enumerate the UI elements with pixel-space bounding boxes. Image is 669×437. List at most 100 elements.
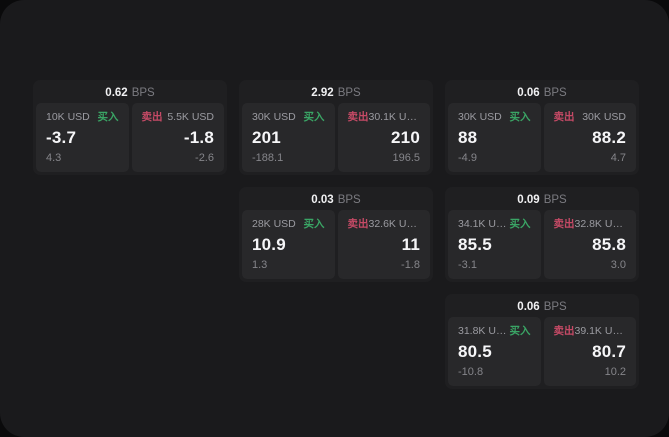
sell-amount: 5.5K USD <box>167 111 214 123</box>
buy-label: 买入 <box>509 325 531 337</box>
quote-panels: 30K USD 买入 88 -4.9 卖出 30K USD 88.2 4.7 <box>448 103 636 172</box>
sell-amount: 30.1K USD <box>368 111 421 123</box>
bps-value: 0.06 <box>517 301 540 313</box>
bps-value: 0.03 <box>311 194 334 206</box>
sell-delta: 196.5 <box>392 152 420 164</box>
buy-delta: -188.1 <box>252 152 284 164</box>
bps-unit-label: BPS <box>337 87 361 99</box>
buy-price: 85.5 <box>458 235 492 254</box>
buy-top-row: 10K USD 买入 <box>46 111 119 123</box>
bps-header: 0.03 BPS <box>242 190 430 210</box>
buy-price: 88 <box>458 128 478 147</box>
sell-delta: 10.2 <box>604 366 626 378</box>
buy-label: 买入 <box>509 218 531 230</box>
sell-price: 210 <box>391 128 420 147</box>
sell-amount: 32.8K USD <box>574 218 627 230</box>
buy-amount: 30K USD <box>458 111 502 123</box>
buy-delta: -4.9 <box>458 152 477 164</box>
buy-top-row: 34.1K USD 买入 <box>458 218 531 230</box>
buy-panel[interactable]: 30K USD 买入 88 -4.9 <box>448 103 541 172</box>
sell-delta: -1.8 <box>401 259 420 271</box>
bps-unit-label: BPS <box>131 87 155 99</box>
sell-label: 卖出 <box>553 325 575 337</box>
sell-panel[interactable]: 卖出 5.5K USD -1.8 -2.6 <box>131 103 224 172</box>
quote-panels: 31.8K USD 买入 80.5 -10.8 卖出 39.1K USD 80.… <box>448 317 636 386</box>
quote-panels: 28K USD 买入 10.9 1.3 卖出 32.6K USD 11 -1.8 <box>242 210 430 279</box>
buy-top-row: 30K USD 买入 <box>458 111 531 123</box>
sell-price: 88.2 <box>592 128 626 147</box>
sell-top-row: 卖出 5.5K USD <box>142 111 215 123</box>
sell-top-row: 卖出 39.1K USD <box>554 325 627 337</box>
bps-header: 0.62 BPS <box>36 83 224 103</box>
quote-panels: 34.1K USD 买入 85.5 -3.1 卖出 32.8K USD 85.8… <box>448 210 636 279</box>
sell-panel[interactable]: 卖出 39.1K USD 80.7 10.2 <box>543 317 636 386</box>
quote-cards-grid: 0.62 BPS 10K USD 买入 -3.7 4.3 卖出 5.5K USD <box>33 80 639 389</box>
buy-label: 买入 <box>97 111 119 123</box>
quote-card-3: 0.03 BPS 28K USD 买入 10.9 1.3 卖出 32.6K US… <box>239 187 433 282</box>
buy-panel[interactable]: 31.8K USD 买入 80.5 -10.8 <box>448 317 541 386</box>
quote-card-4: 0.09 BPS 34.1K USD 买入 85.5 -3.1 卖出 32.8K… <box>445 187 639 282</box>
sell-label: 卖出 <box>347 218 369 230</box>
sell-top-row: 卖出 30K USD <box>554 111 627 123</box>
buy-amount: 34.1K USD <box>458 218 510 230</box>
sell-panel[interactable]: 卖出 32.8K USD 85.8 3.0 <box>543 210 636 279</box>
buy-label: 买入 <box>303 111 325 123</box>
sell-label: 卖出 <box>553 218 575 230</box>
sell-amount: 32.6K USD <box>368 218 421 230</box>
quote-card-0: 0.62 BPS 10K USD 买入 -3.7 4.3 卖出 5.5K USD <box>33 80 227 175</box>
bps-unit-label: BPS <box>543 301 567 313</box>
quote-card-1: 2.92 BPS 30K USD 买入 201 -188.1 卖出 30.1K … <box>239 80 433 175</box>
buy-label: 买入 <box>303 218 325 230</box>
buy-panel[interactable]: 10K USD 买入 -3.7 4.3 <box>36 103 129 172</box>
buy-label: 买入 <box>509 111 531 123</box>
sell-panel[interactable]: 卖出 32.6K USD 11 -1.8 <box>337 210 430 279</box>
sell-price: 85.8 <box>592 235 626 254</box>
bps-value: 0.06 <box>517 87 540 99</box>
sell-delta: 3.0 <box>610 259 626 271</box>
buy-top-row: 31.8K USD 买入 <box>458 325 531 337</box>
sell-delta: 4.7 <box>610 152 626 164</box>
buy-price: 10.9 <box>252 235 286 254</box>
sell-top-row: 卖出 30.1K USD <box>348 111 421 123</box>
sell-label: 卖出 <box>347 111 369 123</box>
bps-value: 0.09 <box>517 194 540 206</box>
bps-value: 2.92 <box>311 87 334 99</box>
buy-delta: -3.1 <box>458 259 477 271</box>
sell-label: 卖出 <box>141 111 163 123</box>
sell-top-row: 卖出 32.8K USD <box>554 218 627 230</box>
buy-top-row: 28K USD 买入 <box>252 218 325 230</box>
buy-delta: -10.8 <box>458 366 484 378</box>
buy-price: 80.5 <box>458 342 492 361</box>
buy-panel[interactable]: 34.1K USD 买入 85.5 -3.1 <box>448 210 541 279</box>
sell-price: 11 <box>401 235 420 254</box>
buy-panel[interactable]: 28K USD 买入 10.9 1.3 <box>242 210 335 279</box>
bps-header: 0.06 BPS <box>448 83 636 103</box>
buy-delta: 1.3 <box>252 259 268 271</box>
sell-price: 80.7 <box>592 342 626 361</box>
buy-amount: 10K USD <box>46 111 90 123</box>
sell-amount: 39.1K USD <box>574 325 627 337</box>
bps-header: 2.92 BPS <box>242 83 430 103</box>
quote-card-2: 0.06 BPS 30K USD 买入 88 -4.9 卖出 30K USD <box>445 80 639 175</box>
bps-unit-label: BPS <box>543 87 567 99</box>
buy-panel[interactable]: 30K USD 买入 201 -188.1 <box>242 103 335 172</box>
bps-unit-label: BPS <box>337 194 361 206</box>
bps-header: 0.06 BPS <box>448 297 636 317</box>
quote-panels: 30K USD 买入 201 -188.1 卖出 30.1K USD 210 1… <box>242 103 430 172</box>
quote-panels: 10K USD 买入 -3.7 4.3 卖出 5.5K USD -1.8 -2.… <box>36 103 224 172</box>
buy-price: -3.7 <box>46 128 77 147</box>
sell-panel[interactable]: 卖出 30.1K USD 210 196.5 <box>337 103 430 172</box>
sell-label: 卖出 <box>553 111 575 123</box>
sell-delta: -2.6 <box>195 152 214 164</box>
sell-panel[interactable]: 卖出 30K USD 88.2 4.7 <box>543 103 636 172</box>
bps-header: 0.09 BPS <box>448 190 636 210</box>
sell-price: -1.8 <box>183 128 214 147</box>
buy-delta: 4.3 <box>46 152 62 164</box>
buy-top-row: 30K USD 买入 <box>252 111 325 123</box>
bps-unit-label: BPS <box>543 194 567 206</box>
sell-top-row: 卖出 32.6K USD <box>348 218 421 230</box>
buy-amount: 28K USD <box>252 218 296 230</box>
buy-amount: 30K USD <box>252 111 296 123</box>
buy-amount: 31.8K USD <box>458 325 510 337</box>
